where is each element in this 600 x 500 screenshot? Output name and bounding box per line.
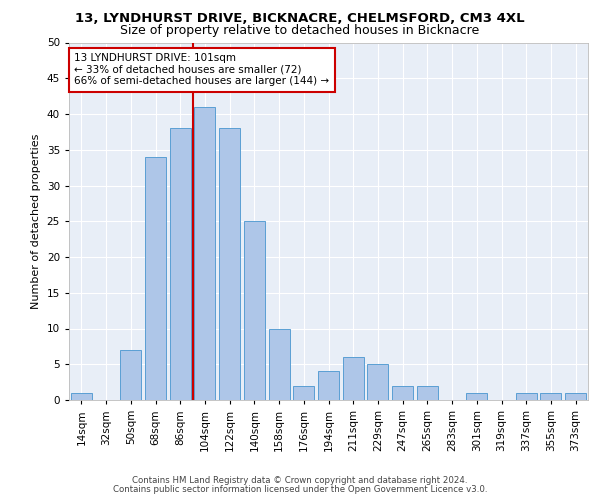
Text: 13 LYNDHURST DRIVE: 101sqm
← 33% of detached houses are smaller (72)
66% of semi: 13 LYNDHURST DRIVE: 101sqm ← 33% of deta…	[74, 53, 329, 86]
Text: Size of property relative to detached houses in Bicknacre: Size of property relative to detached ho…	[121, 24, 479, 37]
Bar	[269, 328, 290, 400]
Bar	[219, 128, 240, 400]
Bar	[417, 386, 438, 400]
Text: Contains public sector information licensed under the Open Government Licence v3: Contains public sector information licen…	[113, 485, 487, 494]
Bar	[170, 128, 191, 400]
Bar	[516, 393, 537, 400]
Bar	[466, 393, 487, 400]
Bar	[565, 393, 586, 400]
Bar	[120, 350, 141, 400]
Bar	[293, 386, 314, 400]
Bar	[194, 107, 215, 400]
Bar	[367, 364, 388, 400]
Bar	[145, 157, 166, 400]
Y-axis label: Number of detached properties: Number of detached properties	[31, 134, 41, 309]
Text: Contains HM Land Registry data © Crown copyright and database right 2024.: Contains HM Land Registry data © Crown c…	[132, 476, 468, 485]
Bar	[343, 357, 364, 400]
Bar	[71, 393, 92, 400]
Text: 13, LYNDHURST DRIVE, BICKNACRE, CHELMSFORD, CM3 4XL: 13, LYNDHURST DRIVE, BICKNACRE, CHELMSFO…	[75, 12, 525, 26]
Bar	[541, 393, 562, 400]
Bar	[244, 221, 265, 400]
Bar	[392, 386, 413, 400]
Bar	[318, 372, 339, 400]
